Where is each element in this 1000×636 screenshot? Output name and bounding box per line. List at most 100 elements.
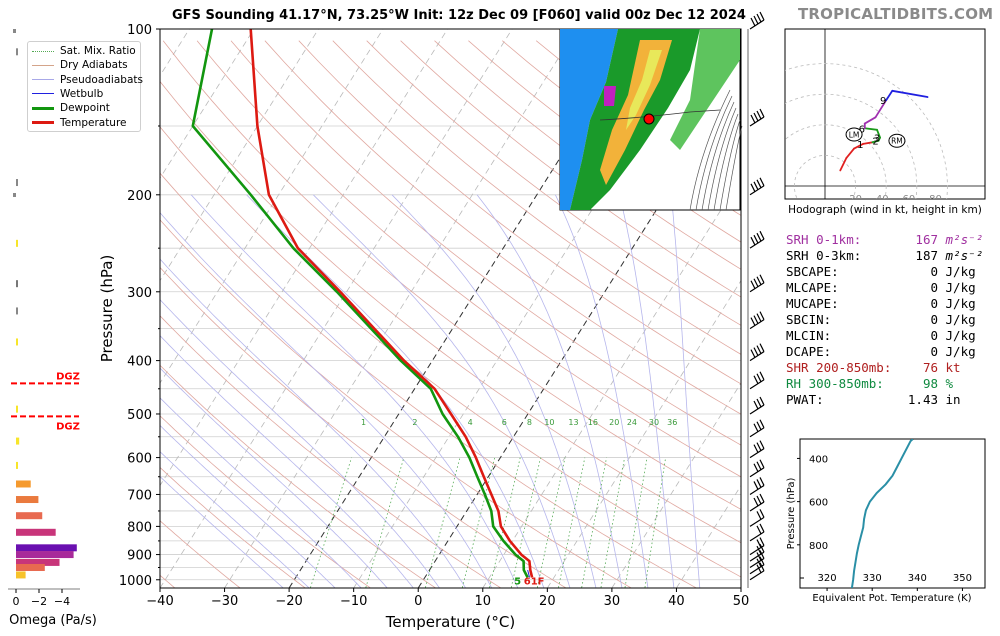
wind-barb-flag [750, 317, 756, 326]
map-contour [719, 119, 741, 211]
wind-barb-shaft [749, 448, 765, 459]
skewt-profiles [191, 29, 534, 578]
wind-barb-flag [753, 375, 759, 385]
dgz-label-top: DGZ [56, 371, 80, 382]
wind-barb-flag [759, 108, 765, 118]
legend-swatch [32, 50, 54, 52]
mixing-ratio-label: 30 [649, 418, 659, 427]
wind-barb-flag [756, 558, 762, 567]
omega-bar [16, 551, 74, 559]
wind-barb-flag [759, 371, 765, 381]
omega-axis-label: Omega (Pa/s) [9, 613, 97, 628]
omega-bar [16, 437, 20, 445]
dry-adiabat [160, 520, 241, 588]
hodograph-segment [863, 116, 877, 125]
map-magenta-area [604, 86, 616, 106]
index-row: SHR 200-850mb: 76 kt [786, 360, 961, 375]
dry-adiabat [298, 40, 741, 385]
index-value: 0 [930, 296, 938, 311]
wind-barb-flag [759, 556, 765, 565]
hodograph-ring-label: 20 [849, 194, 862, 205]
wind-barb-flag [756, 442, 762, 451]
wind-barb-flag [756, 179, 762, 189]
isotherm-line [224, 29, 578, 588]
hodograph-segment [862, 141, 874, 145]
hodograph-ring-label: 80 [929, 194, 942, 205]
wind-barb-shaft [749, 185, 765, 196]
legend-swatch [32, 64, 54, 66]
dry-adiabat [160, 466, 306, 588]
moist-adiabat [160, 475, 284, 588]
wind-barb-flag [759, 419, 765, 429]
theta-e-x-tick-label: 340 [908, 573, 927, 584]
storm-motion-label: RM [891, 137, 903, 146]
wind-barb-flag [756, 110, 762, 120]
moist-adiabat [391, 194, 597, 588]
index-label: SHR 200-850mb: [786, 360, 892, 375]
legend-entry: Sat. Mix. Ratio [32, 44, 136, 58]
wind-barb-flag [756, 313, 762, 322]
wind-barb-flag [753, 423, 759, 433]
omega-bar [16, 280, 18, 288]
skewt-frame [159, 28, 742, 589]
index-value: 98 [922, 376, 938, 391]
location-marker [643, 113, 655, 125]
x-axis-label: Temperature (°C) [385, 613, 515, 631]
wetbulb-line [527, 569, 530, 578]
legend-swatch [32, 79, 54, 81]
wind-barb-shaft [749, 116, 765, 127]
dry-adiabat [162, 40, 741, 510]
wind-barb-flag [759, 11, 765, 21]
y-tick-label: 100 [127, 23, 152, 38]
moist-adiabat [160, 335, 414, 588]
index-unit: in [938, 392, 961, 407]
x-tick-label: 50 [733, 594, 750, 609]
wind-barb-flag [759, 311, 765, 320]
wind-barb-shaft [749, 484, 765, 495]
isotherm-line [611, 382, 741, 588]
hodograph-segment [871, 139, 880, 144]
omega-bar [16, 48, 18, 56]
legend-label: Wetbulb [60, 87, 104, 100]
moist-adiabat [160, 451, 310, 588]
wind-barb-flag [753, 347, 759, 356]
wind-barb-flag [756, 511, 762, 520]
mixing-ratio-label: 4 [468, 418, 473, 427]
wind-barb-flag [756, 564, 762, 574]
map-contour [725, 125, 743, 211]
wind-barb-flag [756, 495, 762, 505]
theta-e-x-tick-label: 320 [818, 573, 837, 584]
mixing-ratio-label: 2 [412, 418, 417, 427]
hodograph-segment [874, 99, 888, 119]
storm-motion-marker [888, 133, 906, 148]
hodograph-height-label: 2 [872, 137, 878, 148]
hodograph-height-label: 1 [857, 140, 863, 151]
map-contour [701, 101, 735, 211]
temperature-line [249, 29, 534, 578]
wind-barb-flag [759, 509, 765, 518]
wind-barb-shaft [749, 319, 765, 330]
theta-e-clip [850, 439, 914, 588]
omega-tick-label: −2 [31, 595, 47, 608]
index-value: 167 [915, 232, 938, 247]
legend-label: Sat. Mix. Ratio [60, 45, 136, 57]
index-label: RH 300-850mb: [786, 376, 884, 391]
isotherm-line [160, 29, 448, 487]
map-contour [713, 113, 739, 211]
y-tick-label: 200 [127, 189, 152, 204]
storm-motion-marker [845, 127, 863, 142]
wind-barb-flag [753, 234, 759, 244]
surface-temperature-label: 61F [524, 576, 545, 587]
hodograph-segment [839, 157, 848, 172]
index-label: MUCAPE: [786, 296, 839, 311]
skewt-axes: −40 −30 −20 −10 0 10 20 30 40 50 100 200 300 400 500 60… [98, 23, 749, 631]
wind-barb-flag [759, 543, 765, 553]
y-tick-label: 900 [127, 549, 152, 564]
mixing-ratio-label: 8 [527, 418, 532, 427]
wind-barb-flag [759, 440, 765, 449]
index-label: PWAT: [786, 392, 824, 407]
omega-marker [13, 29, 16, 33]
mixing-ratio-label: 13 [568, 418, 578, 427]
index-unit: J/kg [938, 328, 976, 343]
